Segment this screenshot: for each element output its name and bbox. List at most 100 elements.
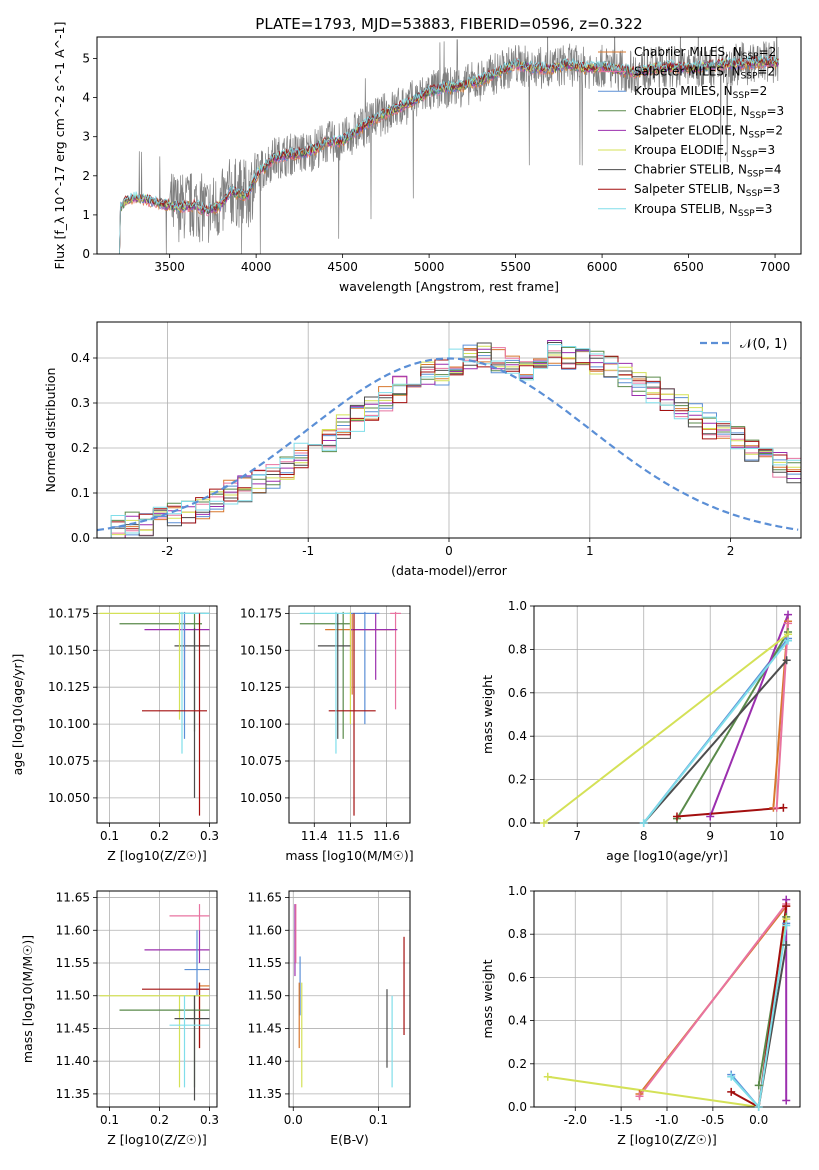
spectrum-xtick-label: 7000 — [760, 260, 791, 274]
massweight-vs-age-ytick-label: 0.4 — [508, 729, 527, 743]
mass-vs-Z-ytick-label: 11.40 — [56, 1054, 90, 1068]
residuals-xlabel: (data-model)/error — [391, 563, 508, 578]
spectrum-ylabel: Flux [f_λ 10^-17 erg cm^-2 s^-1 A^-1] — [52, 22, 67, 270]
legend-label-nssp: =2 — [750, 84, 768, 98]
spectrum-panel: 3500 4000 4500 5000 5500 6000 6500 7000 0 1 2 3 4 5 wa… — [52, 22, 802, 294]
spectrum-ytick-label: 4 — [82, 91, 90, 105]
spectrum-ytick-label: 2 — [82, 169, 90, 183]
massweight-vs-Z-marker-8 — [754, 1103, 763, 1111]
massweight-vs-Z-xtick-label: -2.0 — [564, 1113, 587, 1127]
legend-label-nssp: =3 — [766, 104, 784, 118]
legend-label-sub: SSP — [738, 209, 755, 219]
massweight-vs-age-line-1 — [775, 623, 789, 808]
age-vs-Z-ytick-label: 10.050 — [48, 791, 90, 805]
mass-vs-EBV-xlabel: E(B-V) — [330, 1132, 369, 1147]
massweight-vs-age-frame — [533, 605, 801, 824]
spectrum-xtick-label: 5000 — [414, 260, 445, 274]
age-vs-mass-frame — [288, 605, 411, 824]
massweight-vs-Z-marker-1 — [635, 1092, 644, 1101]
massweight-vs-age-marker-6 — [782, 656, 791, 665]
massweight-vs-Z-xtick-label: 0.0 — [749, 1113, 768, 1127]
legend-label-sub: SSP — [733, 91, 750, 101]
mass-vs-Z-ylabel: mass [log10(M/M☉)] — [20, 935, 35, 1063]
mass-vs-EBV-xtick-label: 0.1 — [369, 1113, 388, 1127]
spectrum-data-line — [119, 37, 779, 254]
age-vs-mass-ytick-label: 10.050 — [240, 791, 282, 805]
massweight-vs-Z-marker-4 — [782, 1096, 791, 1105]
massweight-vs-age-line-7 — [676, 806, 784, 818]
massweight-vs-age-marker-7 — [672, 812, 681, 821]
mass-vs-EBV-xtick-label: 0.0 — [284, 1113, 303, 1127]
age-vs-Z-frame — [96, 605, 218, 824]
age-vs-mass-xtick-label: 11.5 — [337, 829, 364, 843]
massweight-vs-age-xlabel: age [log10(age/yr)] — [606, 848, 728, 863]
massweight-vs-age-marker-4 — [706, 812, 715, 821]
mass-vs-Z-frame — [96, 890, 218, 1108]
massweight-vs-Z-ylabel: mass weight — [480, 959, 495, 1038]
legend-label-nssp: =4 — [764, 163, 782, 177]
legend-label-8: Kroupa STELIB, NSSP=3 — [634, 202, 772, 219]
mass-vs-EBV-ytick-label: 11.55 — [248, 956, 282, 970]
residuals-legend-label: 𝒩(0, 1) — [740, 337, 787, 352]
massweight-vs-Z-marker-7 — [727, 1087, 736, 1096]
age-vs-mass-xtick-label: 11.6 — [373, 829, 400, 843]
residuals-ytick-label: 0.3 — [71, 396, 90, 410]
age-vs-Z-plot-area — [99, 611, 210, 816]
spectrum-ytick-label: 5 — [82, 52, 90, 66]
mass-vs-EBV-ytick-label: 11.40 — [248, 1054, 282, 1068]
legend-label-nssp: =2 — [759, 45, 777, 59]
age-vs-Z-panel: 0.1 0.2 0.3 10.050 10.075 10.100 10.125 10.150 1… — [10, 605, 219, 863]
massweight-vs-Z-ytick-label: 0.6 — [508, 970, 527, 984]
mass-vs-Z-panel: 0.1 0.2 0.3 11.35 11.40 11.45 11.50 11.55 11.60 1… — [20, 890, 219, 1147]
mass-vs-Z-ytick-label: 11.65 — [56, 891, 90, 905]
spectrum-plot-area — [119, 37, 779, 254]
massweight-vs-Z-xtick-label: -1.0 — [655, 1113, 678, 1127]
massweight-vs-Z-marker-3 — [754, 1081, 763, 1090]
legend-label-sub: SSP — [742, 52, 759, 62]
residuals-xtick-label: 1 — [586, 544, 594, 558]
age-vs-mass-xlabel: mass [log10(M/M☉)] — [285, 848, 413, 863]
spectrum-xtick-label: 5500 — [500, 260, 531, 274]
massweight-vs-age-marker-1 — [784, 619, 793, 628]
residual-hist-8 — [97, 344, 801, 538]
massweight-vs-age-marker-4 — [784, 610, 793, 619]
mass-vs-Z-plot-area — [99, 904, 210, 1101]
residuals-xtick-label: 2 — [727, 544, 735, 558]
legend-label-sub: SSP — [741, 72, 758, 82]
massweight-vs-Z-xtick-label: -1.5 — [609, 1113, 632, 1127]
residual-hist-3 — [97, 346, 801, 538]
massweight-vs-Z-line-8 — [730, 925, 788, 1107]
massweight-vs-age-xtick-label: 9 — [706, 829, 714, 843]
residuals-ytick-label: 0.1 — [71, 486, 90, 500]
mass-vs-EBV-ytick-label: 11.50 — [248, 989, 282, 1003]
residual-hist-1 — [97, 347, 801, 538]
massweight-vs-age-line-6 — [642, 659, 788, 823]
age-vs-Z-ytick-label: 10.075 — [48, 754, 90, 768]
age-vs-mass-ytick-label: 10.125 — [240, 680, 282, 694]
mass-vs-EBV-ytick-label: 11.65 — [248, 891, 282, 905]
mass-vs-EBV-panel: 0.0 0.1 11.35 11.40 11.45 11.50 11.55 11.60 11.6… — [248, 890, 411, 1147]
normal-reference-curve — [97, 357, 799, 532]
mass-vs-EBV-plot-area — [294, 904, 405, 1088]
spectrum-ytick-label: 1 — [82, 208, 90, 222]
spectrum-ytick-label: 0 — [82, 247, 90, 261]
massweight-vs-Z-marker-5 — [543, 1072, 552, 1081]
mass-vs-Z-ytick-label: 11.45 — [56, 1021, 90, 1035]
mass-vs-Z-xtick-label: 0.1 — [100, 1113, 119, 1127]
residuals-panel: -2 -1 0 1 2 0.0 0.1 0.2 0.3 0.4 (data-model)/error… — [43, 321, 802, 578]
massweight-vs-Z-line-7 — [730, 905, 788, 1107]
massweight-vs-age-panel: 7 8 9 10 0.0 0.2 0.4 0.6 0.8 1.0 age [log10(age/yr… — [480, 599, 801, 863]
spectrum-ytick-label: 3 — [82, 130, 90, 144]
age-vs-mass-xtick-label: 11.4 — [301, 829, 328, 843]
legend-label-0: Chabrier MILES, NSSP=2 — [634, 45, 776, 62]
residuals-ytick-label: 0.4 — [71, 351, 90, 365]
age-vs-Z-ytick-label: 10.125 — [48, 680, 90, 694]
legend-label-sub: SSP — [750, 111, 767, 121]
residuals-xtick-label: -1 — [302, 544, 314, 558]
age-vs-Z-ytick-label: 10.100 — [48, 717, 90, 731]
massweight-vs-age-ytick-label: 0.8 — [508, 642, 527, 656]
legend-label-sub: SSP — [741, 150, 758, 160]
legend-label-nssp: =2 — [757, 65, 775, 79]
massweight-vs-age-ytick-label: 0.6 — [508, 686, 527, 700]
